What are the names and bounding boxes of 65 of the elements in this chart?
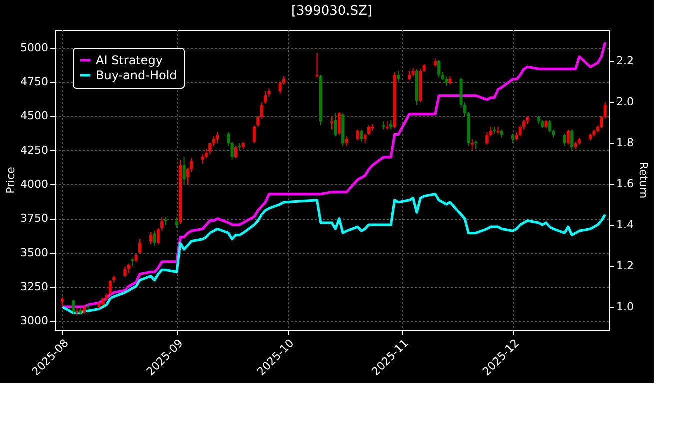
candlestick [408, 70, 412, 82]
candlestick [390, 120, 393, 130]
y-tick-label: 3750 [20, 212, 48, 226]
candlestick [570, 129, 574, 151]
y-tick-label: 4500 [20, 110, 48, 123]
candlestick [316, 52, 319, 78]
candlestick [212, 136, 216, 147]
candlestick [470, 138, 474, 151]
candlestick [234, 146, 238, 159]
candlestick [438, 60, 441, 78]
y-tick-label: 3250 [20, 280, 48, 294]
y2-tick-label: 1.8 [616, 136, 634, 150]
candlestick [252, 125, 256, 144]
candlestick [345, 136, 348, 147]
candlestick [486, 132, 489, 146]
y2-tick-label: 1.0 [616, 300, 634, 314]
candlestick [264, 91, 268, 104]
candlestick [444, 76, 448, 87]
legend-label: Buy-and-Hold [96, 68, 178, 82]
candlestick [260, 102, 264, 120]
candlestick [338, 112, 341, 136]
y-tick-label: 4250 [20, 144, 48, 157]
candlestick [364, 133, 367, 144]
candlestick [356, 129, 360, 142]
y2-tick-label: 2.0 [616, 95, 634, 108]
candlestick [227, 132, 230, 147]
candlestick [367, 125, 370, 136]
y2-tick-label: 1.6 [616, 178, 634, 190]
y-tick-label: 4750 [20, 75, 48, 88]
candlestick [182, 156, 186, 185]
candlestick [175, 216, 178, 229]
y-axis-title: Price [4, 166, 18, 194]
candlestick [489, 126, 492, 138]
candlestick [360, 129, 364, 143]
y-tick-label: 4000 [20, 178, 48, 191]
candlestick [201, 154, 204, 164]
chart-title: [399030.SZ] [291, 4, 373, 19]
candlestick [127, 263, 130, 274]
y2-axis-title: Return [636, 162, 650, 199]
y-tick-label: 5000 [20, 41, 48, 54]
candlestick [60, 296, 64, 308]
candlestick [230, 142, 234, 160]
y-tick-label: 3000 [20, 314, 48, 328]
candlestick [150, 232, 153, 246]
candlestick [153, 230, 156, 246]
candlestick [600, 116, 604, 129]
y2-tick-label: 1.2 [616, 260, 634, 273]
line-series [61, 193, 607, 314]
candlestick [604, 102, 607, 120]
y-tick-label: 3500 [20, 246, 48, 260]
candlestick [72, 299, 75, 315]
candlestick [124, 266, 127, 278]
candlestick [256, 116, 260, 128]
legend-label: AI Strategy [96, 54, 163, 68]
candlestick [566, 129, 570, 146]
candlestick [563, 133, 566, 147]
y2-tick-label: 2.2 [616, 54, 634, 68]
candlestick [334, 112, 338, 138]
candlestick [330, 116, 334, 130]
candlestick [511, 133, 514, 144]
y2-tick-label: 1.4 [616, 218, 634, 232]
candlestick [108, 280, 112, 296]
candlestick [138, 238, 142, 255]
candlestick [216, 132, 220, 144]
candlestick [396, 70, 400, 82]
